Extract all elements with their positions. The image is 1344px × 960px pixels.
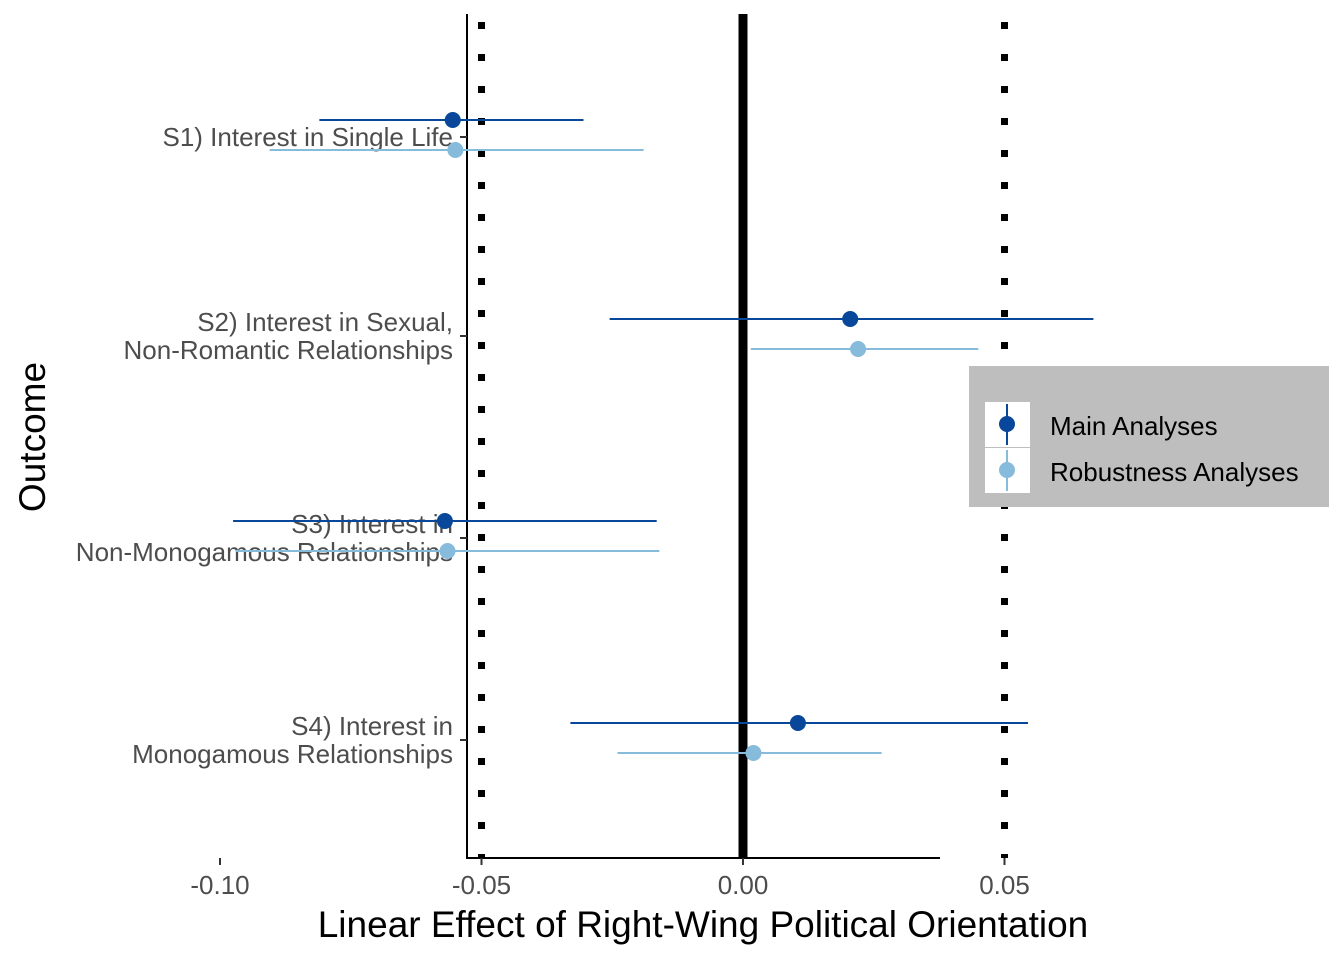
robustness-analyses-point	[850, 341, 867, 357]
y-tick-labels: S1) Interest in Single Life S2) Interest …	[76, 122, 453, 769]
y-tick-label: S4) Interest in	[291, 711, 453, 741]
main-analyses-point	[436, 513, 453, 529]
y-tick-label: Monogamous Relationships	[132, 739, 453, 769]
main-analyses-point	[789, 715, 806, 731]
x-tick-label: 0.05	[979, 870, 1030, 900]
legend: Main Analyses Robustness Analyses	[969, 366, 1329, 507]
y-tick-label: S2) Interest in Sexual,	[197, 307, 453, 337]
main-analyses-point	[444, 112, 461, 128]
legend-key-main-point	[999, 416, 1015, 432]
robustness-analyses-point	[439, 543, 456, 559]
error-bars	[233, 119, 1094, 754]
y-axis-title: Outcome	[12, 362, 53, 512]
x-axis	[219, 857, 1006, 865]
legend-label-robustness: Robustness Analyses	[1050, 457, 1299, 487]
x-tick-labels: -0.10 -0.05 0.00 0.05	[190, 870, 1029, 900]
y-axis	[460, 14, 468, 859]
robustness-analyses-point	[447, 142, 464, 158]
legend-label-main: Main Analyses	[1050, 411, 1218, 441]
y-tick-label: S3) Interest in	[291, 509, 453, 539]
y-tick-label: S1) Interest in Single Life	[163, 122, 454, 152]
points	[436, 112, 867, 761]
main-analyses-point	[842, 311, 859, 327]
reference-lines	[478, 14, 1008, 858]
y-tick-label: Non-Romantic Relationships	[124, 335, 453, 365]
x-tick-label: -0.05	[452, 870, 511, 900]
legend-key-robustness-point	[999, 462, 1015, 478]
x-tick-label: 0.00	[718, 870, 769, 900]
x-tick-label: -0.10	[190, 870, 249, 900]
robustness-analyses-point	[745, 745, 762, 761]
x-axis-title: Linear Effect of Right-Wing Political Or…	[318, 904, 1089, 945]
